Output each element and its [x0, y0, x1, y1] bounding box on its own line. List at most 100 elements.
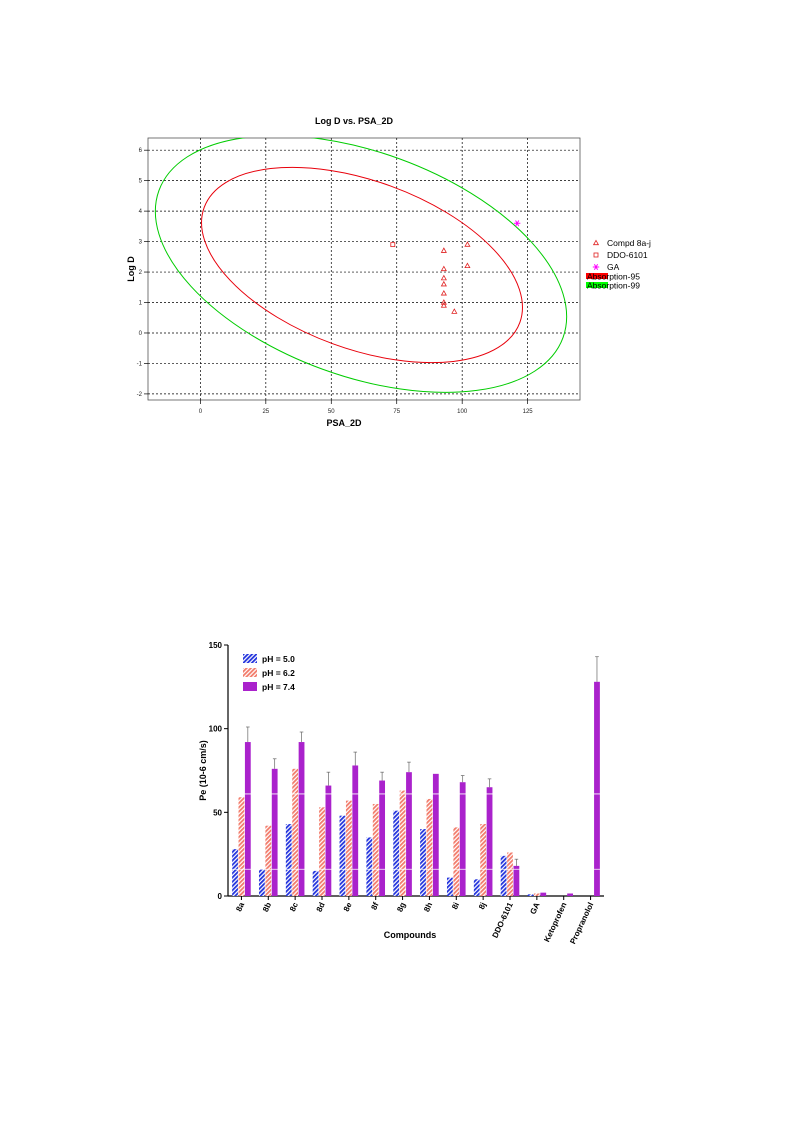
data-point — [440, 299, 447, 305]
chart-title: Log D vs. PSA_2D — [315, 116, 394, 126]
bars — [232, 656, 600, 896]
x-axis-label: PSA_2D — [326, 418, 362, 428]
absorption-regions — [154, 138, 568, 393]
bar — [513, 865, 520, 896]
bar — [500, 855, 507, 896]
bar — [319, 807, 325, 896]
legend: pH = 5.0 pH = 6.2 pH = 7.4 — [243, 654, 295, 692]
bar — [473, 879, 480, 896]
y-tick-label: -2 — [137, 392, 143, 398]
x-tick-label: 8f — [369, 901, 380, 912]
legend-label: Absorption-95 — [587, 272, 640, 282]
x-axis-label: Compounds — [384, 930, 437, 940]
y-axis-label: Pe (10-6 cm/s) — [198, 740, 208, 801]
data-point — [464, 241, 471, 247]
bar — [420, 829, 426, 896]
legend-label: pH = 6.2 — [262, 668, 295, 678]
data-point — [451, 308, 458, 314]
x-tick-label: 8c — [288, 901, 300, 913]
bar — [406, 772, 412, 896]
legend-swatch — [243, 654, 257, 663]
x-tick-label: 8b — [261, 901, 273, 913]
bar — [352, 765, 359, 896]
bar — [366, 837, 373, 896]
bar — [594, 681, 600, 896]
bar — [298, 742, 305, 896]
x-tick-label: Propranolol — [568, 901, 595, 945]
bar — [527, 894, 534, 896]
bar — [432, 773, 439, 896]
x-tick-label: 50 — [328, 409, 335, 415]
legend-label: Absorption-99 — [587, 281, 640, 291]
bar — [379, 780, 386, 896]
legend-marker — [593, 252, 599, 258]
absorption-99-ellipse — [154, 138, 568, 393]
bar — [292, 768, 299, 896]
bar — [507, 852, 513, 896]
x-tick-label: 8g — [395, 901, 407, 913]
legend-label: Compd 8a-j — [607, 238, 651, 248]
series-2 — [513, 220, 521, 227]
data-point — [440, 265, 447, 272]
data-point — [440, 280, 447, 287]
legend-label: GA — [607, 262, 620, 272]
data-point — [440, 302, 447, 308]
data-point — [440, 274, 447, 281]
bar — [265, 825, 272, 896]
legend-swatch — [243, 682, 257, 691]
bar — [426, 798, 433, 896]
bar — [312, 870, 319, 896]
bar — [459, 782, 466, 896]
x-tick-label: 8e — [342, 901, 354, 913]
bar — [453, 827, 460, 896]
bar — [339, 815, 346, 896]
x-tick-label: GA — [528, 901, 541, 916]
x-tick-label: 8j — [477, 901, 488, 911]
x-tick-label: DDO-6101 — [490, 901, 515, 940]
y-tick-label: 100 — [209, 725, 223, 734]
bar — [285, 824, 292, 896]
y-tick-label: 1 — [139, 301, 143, 307]
data-point — [513, 220, 521, 227]
legend-swatch — [586, 273, 608, 279]
bar — [393, 810, 400, 896]
bar — [244, 742, 251, 896]
absorption-95-ellipse — [201, 166, 523, 364]
data-point — [440, 247, 447, 253]
logd-psa-chart: 0 25 50 75 100 125 -2 -1 0 1 2 3 4 5 6 Log D vs. PSA_2D… — [126, 116, 651, 428]
y-tick-label: 0 — [139, 331, 143, 337]
bar — [540, 892, 547, 896]
x-tick-label: 100 — [457, 409, 468, 415]
y-tick-label: 150 — [209, 641, 223, 650]
x-tick-label: 8i — [450, 901, 461, 911]
x-tick-label: 125 — [523, 409, 534, 415]
data-point — [464, 262, 471, 269]
data-point — [440, 289, 447, 296]
bar — [486, 787, 493, 896]
legend-swatch — [586, 282, 608, 288]
bar — [271, 768, 278, 896]
series-0 — [440, 241, 471, 314]
y-tick-label: -1 — [137, 361, 143, 367]
legend-marker — [592, 263, 600, 271]
legend-swatch — [243, 668, 257, 677]
x-tick-label: 8a — [234, 901, 246, 913]
y-tick-label: 0 — [218, 892, 223, 901]
legend-label: DDO-6101 — [607, 250, 648, 260]
legend-marker — [592, 239, 600, 246]
bar — [480, 824, 487, 896]
permeability-bar-chart: 0 50 100 150 8a 8b 8c 8d 8e 8f 8g 8h 8i 8j DDO-6101 GA K… — [198, 641, 604, 946]
legend-label: pH = 7.4 — [262, 682, 295, 692]
bar — [325, 785, 332, 896]
bar — [258, 869, 265, 896]
y-tick-label: 2 — [139, 270, 143, 276]
bar — [232, 849, 238, 896]
legend: Compd 8a-j DDO-6101 GAAbsorption-95Absorpt… — [586, 238, 651, 291]
bar — [238, 797, 245, 896]
y-axis-label: Log D — [126, 256, 136, 282]
bar — [446, 877, 453, 896]
y-tick-label: 6 — [139, 148, 143, 154]
bar — [372, 803, 379, 896]
x-tick-label: 75 — [393, 409, 400, 415]
bar — [533, 893, 540, 896]
